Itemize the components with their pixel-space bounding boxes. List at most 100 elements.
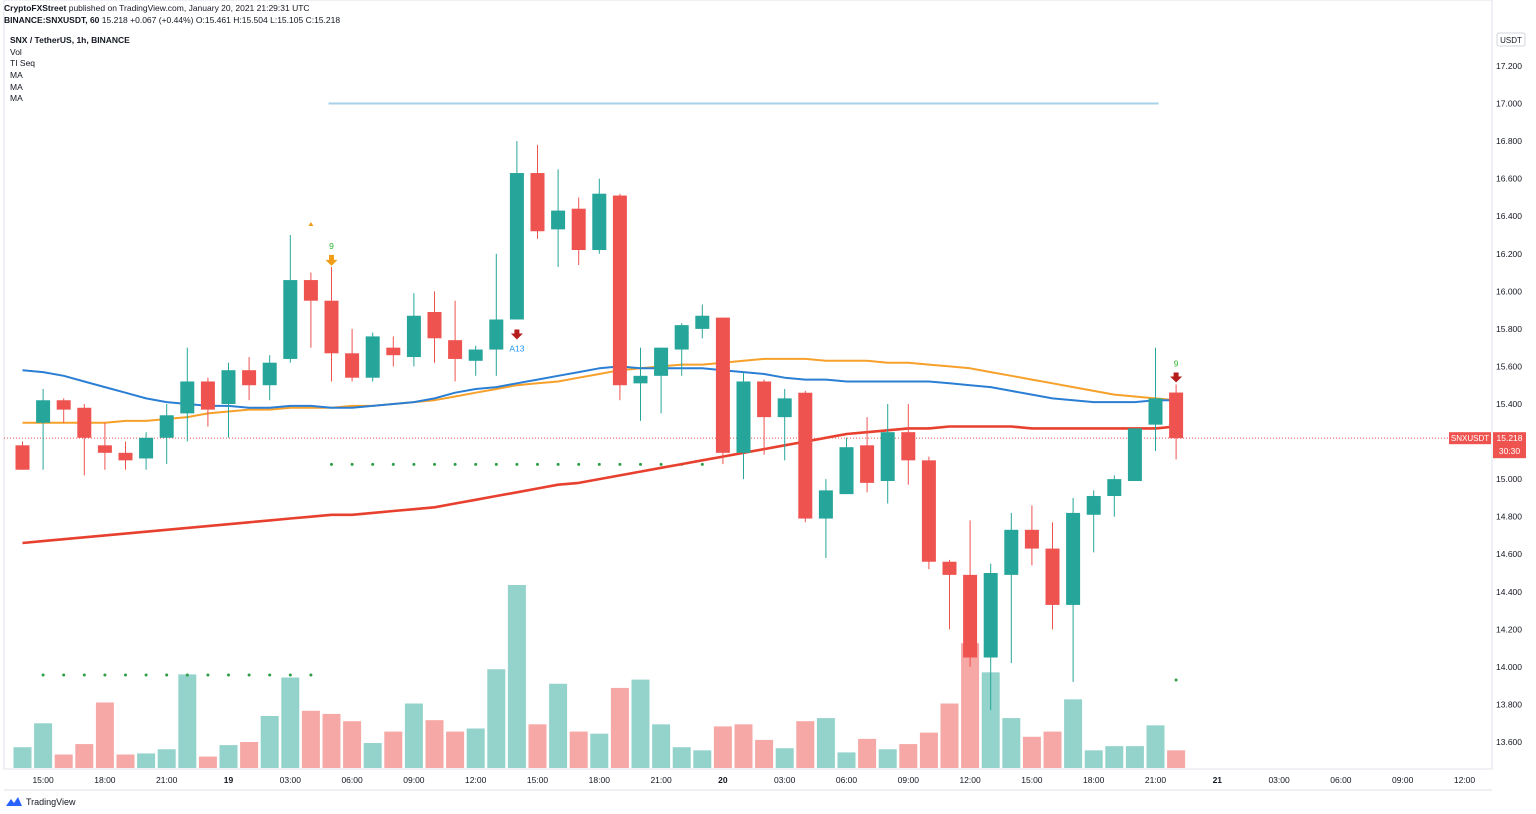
- candle: [1148, 347, 1163, 451]
- candle-body: [695, 315, 710, 329]
- volume-bar: [816, 718, 835, 768]
- currency-box: [1496, 32, 1526, 47]
- candle-body: [468, 349, 483, 361]
- candle-body: [592, 193, 607, 251]
- td-dot: [309, 673, 313, 677]
- price-tick-label: 13.800: [1496, 699, 1522, 709]
- volume-bar: [1022, 736, 1041, 768]
- price-tick-label: 17.200: [1496, 61, 1522, 71]
- candle: [1086, 490, 1101, 553]
- publish-info: published on TradingView.com, January 20…: [68, 3, 310, 13]
- candle: [736, 372, 751, 480]
- legend-tiseq[interactable]: TI Seq: [10, 58, 36, 68]
- td-dot: [515, 462, 519, 466]
- candle-body: [1107, 479, 1122, 497]
- time-tick-label: 03:00: [774, 775, 796, 785]
- time-axis: 15:00 18:00 21:00 19 03:00 06:00 09:00 12:00 15:…: [32, 775, 1475, 785]
- candle: [1127, 428, 1142, 481]
- time-tick-label: 18:00: [1083, 775, 1105, 785]
- candle-body: [1004, 529, 1019, 575]
- candle-body: [818, 490, 833, 519]
- ma-long-line: [22, 425, 1177, 545]
- volume-bar: [178, 674, 197, 768]
- legend-ma-1[interactable]: MA: [10, 70, 23, 80]
- tradingview-logo-icon: [6, 797, 22, 806]
- candle-body: [1066, 512, 1081, 605]
- td-dot: [556, 462, 560, 466]
- td-dot: [597, 462, 601, 466]
- volume-bar: [1167, 750, 1186, 768]
- volume-bar: [755, 739, 774, 768]
- td-dot: [206, 673, 210, 677]
- volume-bar: [961, 643, 980, 768]
- td-dot: [41, 673, 45, 677]
- price-tick-label: 16.200: [1496, 249, 1522, 259]
- price-tick-label: 14.800: [1496, 512, 1522, 522]
- time-tick-label: 06:00: [341, 775, 363, 785]
- candle-body: [530, 173, 545, 232]
- price-tick-label: 16.800: [1496, 136, 1522, 146]
- candle: [365, 332, 380, 382]
- publish-line: CryptoFXStreet published on TradingView.…: [4, 3, 310, 14]
- candle-body: [921, 460, 936, 562]
- legend-vol[interactable]: Vol: [10, 47, 22, 57]
- td-dot: [247, 673, 251, 677]
- candle-body: [674, 325, 689, 350]
- candle-body: [77, 407, 92, 438]
- legend-title: SNX / TetherUS, 1h, BINANCE: [10, 35, 130, 45]
- legend-ma-3[interactable]: MA: [10, 93, 23, 103]
- volume-bar: [34, 723, 53, 768]
- volume-bar: [919, 732, 938, 768]
- td-dot: [474, 462, 478, 466]
- volume-bar: [425, 720, 444, 768]
- time-tick-label: 21:00: [156, 775, 178, 785]
- price-tick-label: 15.400: [1496, 399, 1522, 409]
- symbol-name: BINANCE:SNXUSDT, 60: [4, 15, 100, 25]
- td-dots-volume: [41, 673, 313, 677]
- candle: [633, 347, 648, 421]
- candle: [468, 345, 483, 376]
- candle: [1066, 497, 1081, 682]
- td-count-label: 9: [1174, 358, 1179, 368]
- candle-body: [386, 347, 401, 356]
- td-dot: [433, 462, 436, 466]
- volume-bar: [858, 738, 877, 768]
- candle: [674, 323, 689, 376]
- candle: [530, 144, 545, 239]
- change-value: +0.067 (+0.44%): [130, 15, 194, 25]
- tradingview-brand[interactable]: TradingView: [6, 796, 76, 807]
- td-dot: [577, 462, 581, 466]
- legend-ma-2[interactable]: MA: [10, 82, 23, 92]
- td-dot-single: [1174, 678, 1178, 682]
- candle: [489, 253, 504, 376]
- time-tick-label: 03:00: [1268, 775, 1290, 785]
- candle: [551, 169, 566, 267]
- price-tick-label: 15.800: [1496, 324, 1522, 334]
- td-dot: [350, 462, 354, 466]
- volume-bars: [13, 584, 1186, 768]
- volume-bar: [13, 747, 32, 768]
- candle-body: [736, 381, 751, 453]
- volume-bar: [590, 733, 609, 768]
- volume-bar: [1064, 699, 1083, 768]
- time-tick-label: 15:00: [527, 775, 549, 785]
- price-tick-label: 17.000: [1496, 99, 1522, 109]
- td-dot: [103, 673, 107, 677]
- candle: [963, 520, 978, 667]
- time-tick-label: 20: [718, 775, 728, 785]
- td-dot: [371, 462, 375, 466]
- td-dot: [639, 462, 642, 466]
- volume-bar: [343, 721, 362, 768]
- candle-body: [757, 381, 772, 418]
- time-tick-label: 06:00: [1330, 775, 1352, 785]
- candle: [901, 404, 916, 485]
- volume-bar: [610, 687, 629, 768]
- candle: [221, 362, 236, 438]
- candle-body: [1127, 428, 1142, 481]
- volume-bar: [549, 683, 568, 768]
- candle-body: [15, 445, 30, 470]
- price-tick-label: 16.400: [1496, 211, 1522, 221]
- time-tick-label: 09:00: [1392, 775, 1414, 785]
- volume-bar: [95, 702, 114, 768]
